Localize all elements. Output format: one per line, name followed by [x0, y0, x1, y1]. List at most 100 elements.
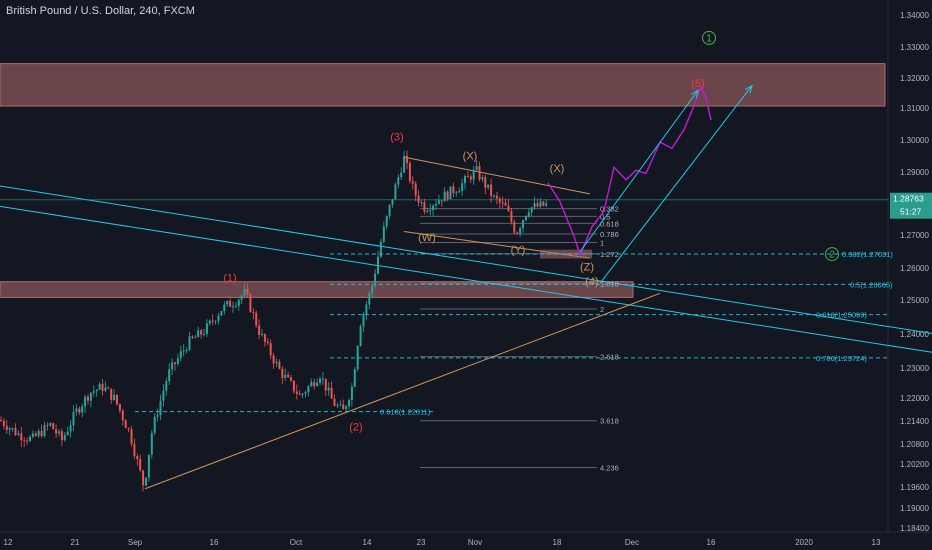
candle-body: [34, 433, 37, 436]
fib-label: 1: [600, 238, 604, 247]
candle-body: [252, 311, 255, 313]
candle-body: [472, 169, 475, 180]
candle: [113, 388, 116, 401]
candle: [522, 219, 524, 233]
candle-body: [159, 400, 162, 416]
candle-body: [101, 383, 104, 391]
candle-body: [63, 435, 66, 441]
candle-body: [5, 425, 8, 430]
candle-body: [11, 428, 14, 430]
candle: [487, 184, 490, 190]
candle: [124, 419, 127, 428]
price-axis-tick: 1.29000: [900, 168, 929, 177]
candle: [26, 437, 29, 445]
time-axis-tick: 23: [417, 538, 426, 547]
candle: [397, 174, 400, 189]
candle-body: [72, 411, 75, 426]
candle-body: [139, 459, 142, 471]
candle-body: [191, 336, 194, 338]
candle-body: [205, 323, 208, 335]
candle: [147, 454, 150, 482]
candle-body: [145, 477, 147, 486]
candle-body: [522, 220, 524, 229]
candle: [43, 421, 46, 438]
candle-body: [258, 325, 261, 335]
time-axis-tick: 16: [707, 538, 716, 547]
candle: [437, 194, 440, 205]
candle-body: [426, 211, 429, 213]
candle: [75, 404, 78, 416]
candle-body: [545, 203, 548, 206]
last-price-value: 1.28763: [893, 194, 924, 204]
candle-body: [319, 378, 321, 383]
candle-body: [278, 361, 281, 369]
candle: [435, 198, 437, 211]
candle: [313, 378, 316, 390]
candle: [539, 197, 542, 209]
candle-body: [292, 380, 295, 392]
candle: [516, 231, 519, 235]
fib-label: 2: [600, 305, 604, 314]
candle: [455, 190, 458, 197]
candle-body: [437, 200, 440, 204]
candle: [185, 347, 188, 354]
fib-label: 2.618: [600, 353, 619, 362]
candle-body: [69, 425, 72, 432]
candle-body: [234, 305, 237, 307]
candle: [292, 380, 295, 394]
candle-body: [414, 183, 417, 196]
candle: [142, 469, 145, 492]
candle-body: [217, 315, 220, 322]
projection-arrow-head: [744, 84, 753, 94]
candle: [139, 454, 142, 473]
price-axis-tick: 1.33000: [900, 43, 929, 52]
candle: [275, 358, 278, 367]
candle: [377, 250, 379, 275]
candle-body: [23, 440, 26, 442]
candle-body: [75, 408, 78, 412]
candle-body: [443, 191, 446, 202]
candle: [443, 187, 446, 202]
candle-body: [185, 349, 188, 351]
candle: [321, 372, 324, 385]
candle-body: [342, 404, 345, 410]
candle-body: [255, 312, 258, 326]
candle-body: [327, 387, 330, 391]
wave-label: (W): [418, 232, 436, 244]
candle-body: [487, 184, 490, 188]
candle-body: [495, 195, 498, 199]
candle-body: [423, 201, 426, 212]
candle-body: [391, 199, 394, 205]
candle-body: [446, 191, 449, 200]
candle: [17, 430, 20, 437]
candle: [188, 331, 191, 352]
time-axis-tick: 13: [872, 538, 881, 547]
candle: [89, 392, 92, 408]
candle: [504, 198, 507, 206]
candle: [423, 198, 426, 215]
time-axis-tick: 14: [363, 538, 372, 547]
candle: [371, 284, 374, 299]
candle: [14, 423, 17, 436]
candle: [40, 424, 43, 438]
candle-body: [194, 337, 197, 339]
candle-body: [400, 172, 403, 178]
candle-body: [501, 202, 504, 204]
candle-body: [110, 388, 113, 400]
candle-body: [353, 369, 356, 387]
candle-body: [52, 423, 55, 430]
candle-body: [513, 221, 516, 233]
candle: [174, 361, 176, 371]
candle: [498, 196, 501, 209]
candle-body: [455, 192, 458, 194]
fib-dashed-label: 0.5(1.26065): [850, 280, 893, 289]
price-axis-tick: 1.18400: [900, 524, 929, 533]
candle: [23, 437, 26, 448]
candle-body: [203, 334, 205, 336]
candle: [327, 381, 330, 396]
candle: [359, 324, 362, 347]
correction-channel-line: [403, 156, 591, 195]
candle: [29, 434, 31, 443]
candle-body: [493, 195, 495, 197]
